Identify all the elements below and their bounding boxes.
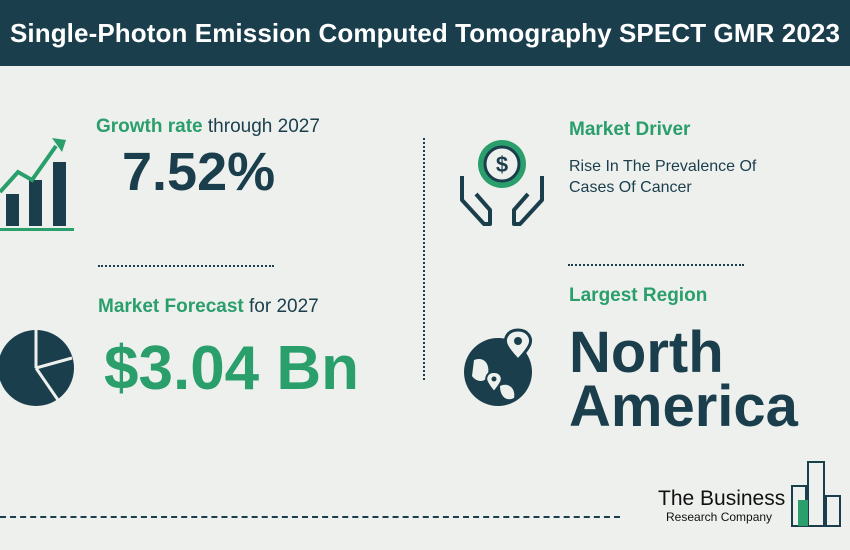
svg-text:$: $ xyxy=(496,152,508,177)
header-banner: Single-Photon Emission Computed Tomograp… xyxy=(0,0,850,66)
growth-label-suffix: through 2027 xyxy=(207,116,320,137)
region-label: Largest Region xyxy=(569,285,708,306)
logo-line2: Research Company xyxy=(666,510,773,524)
driver-label: Market Driver xyxy=(569,119,691,140)
bottom-dashed-line xyxy=(0,516,620,518)
growth-value: 7.52% xyxy=(122,142,276,202)
growth-label: Growth rate xyxy=(96,116,203,137)
region-value-line2: America xyxy=(569,374,798,439)
divider-right xyxy=(568,264,744,266)
forecast-label-suffix: for 2027 xyxy=(249,296,319,317)
driver-text-line2: Cases Of Cancer xyxy=(569,179,692,196)
logo-line1: The Business xyxy=(658,487,786,510)
divider-vertical xyxy=(423,138,425,380)
money-hands-icon: $ xyxy=(460,140,544,226)
growth-label-row: Growth rate through 2027 xyxy=(96,116,320,138)
forecast-label: Market Forecast xyxy=(98,296,244,317)
page-title: Single-Photon Emission Computed Tomograp… xyxy=(9,17,841,48)
globe-pin-icon xyxy=(464,328,532,406)
logo-skyline-icon xyxy=(791,461,841,527)
forecast-label-row: Market Forecast for 2027 xyxy=(98,296,319,318)
growth-chart-icon xyxy=(0,138,74,231)
driver-text-line1: Rise In The Prevalence Of xyxy=(569,158,757,175)
region-value-line1: North xyxy=(569,320,724,385)
pie-chart-icon xyxy=(0,330,74,406)
forecast-value: $3.04 Bn xyxy=(104,334,360,403)
divider-left xyxy=(98,265,274,267)
